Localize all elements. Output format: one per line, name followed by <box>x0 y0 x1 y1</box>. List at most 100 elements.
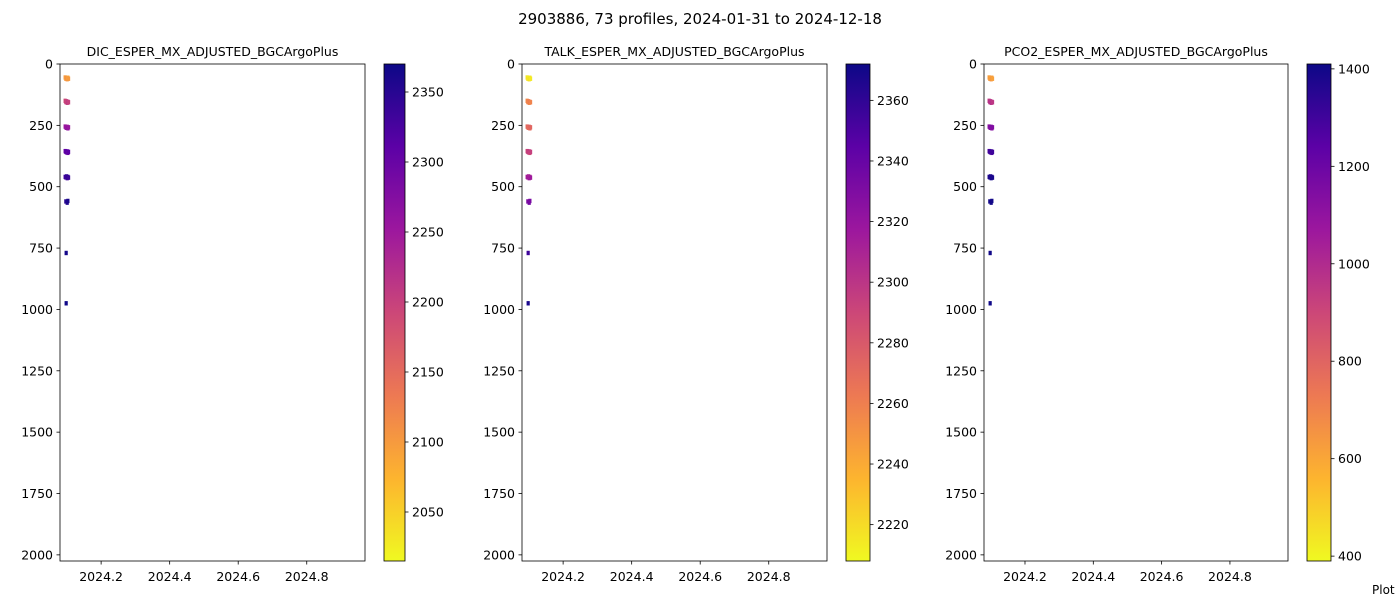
x-tick-label: 2024.6 <box>1140 569 1184 584</box>
y-tick-label: 0 <box>969 57 977 72</box>
y-tick-label: 1000 <box>483 302 515 317</box>
y-tick-label: 1000 <box>21 302 53 317</box>
data-point <box>990 76 995 81</box>
data-point <box>990 100 995 105</box>
data-point <box>64 250 68 256</box>
y-tick-label: 1250 <box>21 363 53 378</box>
colorbar-tick-label: 2240 <box>877 457 909 472</box>
data-point <box>990 175 995 180</box>
x-tick-label: 2024.8 <box>1208 569 1252 584</box>
colorbar-tick-label: 2150 <box>412 365 444 380</box>
data-point <box>990 198 994 204</box>
colorbar-tick-label: 600 <box>1338 451 1362 466</box>
colorbar-tick-label: 2300 <box>877 275 909 290</box>
x-tick-label: 2024.2 <box>1003 569 1047 584</box>
x-tick-label: 2024.8 <box>285 569 329 584</box>
data-point <box>528 175 533 180</box>
y-tick-label: 1750 <box>21 486 53 501</box>
plot-area <box>59 63 366 562</box>
y-tick-label: 1500 <box>483 425 515 440</box>
colorbar-tick-label: 2300 <box>412 155 444 170</box>
data-point <box>66 100 71 105</box>
y-tick-label: 1250 <box>945 363 977 378</box>
data-point <box>66 125 71 130</box>
data-points <box>987 75 995 306</box>
data-point <box>528 198 532 204</box>
colorbar-tick-label: 2260 <box>877 396 909 411</box>
data-point <box>988 301 992 306</box>
y-tick-label: 1250 <box>483 363 515 378</box>
y-tick-label: 250 <box>953 118 977 133</box>
y-tick-label: 0 <box>507 57 515 72</box>
y-tick-label: 1750 <box>945 486 977 501</box>
figure-title: 2903886, 73 profiles, 2024-01-31 to 2024… <box>518 10 882 28</box>
y-tick-label: 750 <box>953 241 977 256</box>
y-tick-label: 2000 <box>21 547 53 562</box>
footer-text: Plot <box>1372 583 1395 597</box>
data-points <box>63 75 71 306</box>
colorbar <box>1306 63 1332 562</box>
colorbar <box>383 63 406 562</box>
y-tick-label: 1500 <box>21 425 53 440</box>
colorbar-tick-label: 2100 <box>412 435 444 450</box>
subplot-title: PCO2_ESPER_MX_ADJUSTED_BGCArgoPlus <box>1004 44 1268 59</box>
plot-area <box>521 63 828 562</box>
panel-2: TALK_ESPER_MX_ADJUSTED_BGCArgoPlus 0 250 50… <box>483 44 909 584</box>
colorbar-tick-label: 2280 <box>877 335 909 350</box>
y-tick-label: 0 <box>45 57 53 72</box>
colorbar-tick-label: 2050 <box>412 505 444 520</box>
data-point <box>66 198 70 204</box>
x-tick-label: 2024.4 <box>1071 569 1115 584</box>
colorbar-tick-label: 2220 <box>877 517 909 532</box>
colorbar <box>845 63 871 562</box>
data-point <box>528 100 533 105</box>
data-point <box>526 301 530 306</box>
data-point <box>990 149 995 155</box>
x-tick-label: 2024.4 <box>610 569 654 584</box>
data-point <box>526 250 530 256</box>
data-point <box>66 76 71 81</box>
subplot-title: TALK_ESPER_MX_ADJUSTED_BGCArgoPlus <box>543 44 804 59</box>
x-tick-label: 2024.4 <box>148 569 192 584</box>
colorbar-tick-label: 1400 <box>1338 61 1370 76</box>
colorbar-tick-label: 1000 <box>1338 256 1370 271</box>
y-tick-label: 500 <box>491 179 515 194</box>
y-tick-label: 1000 <box>945 302 977 317</box>
subplot-title: DIC_ESPER_MX_ADJUSTED_BGCArgoPlus <box>87 44 339 59</box>
x-tick-label: 2024.6 <box>216 569 260 584</box>
data-point <box>64 301 68 306</box>
y-tick-label: 1500 <box>945 425 977 440</box>
data-point <box>528 125 533 130</box>
x-tick-label: 2024.2 <box>79 569 123 584</box>
colorbar-tick-label: 800 <box>1338 354 1362 369</box>
x-tick-label: 2024.8 <box>747 569 791 584</box>
x-tick-label: 2024.2 <box>541 569 585 584</box>
y-tick-label: 1750 <box>483 486 515 501</box>
data-point <box>990 125 995 130</box>
y-tick-label: 500 <box>953 179 977 194</box>
colorbar-tick-label: 2250 <box>412 225 444 240</box>
panel-3: PCO2_ESPER_MX_ADJUSTED_BGCArgoPlus 0 250 50… <box>945 44 1370 584</box>
colorbar-tick-label: 2320 <box>877 214 909 229</box>
data-point <box>66 149 71 155</box>
y-tick-label: 750 <box>491 241 515 256</box>
y-tick-label: 2000 <box>483 547 515 562</box>
y-tick-label: 250 <box>491 118 515 133</box>
y-tick-label: 750 <box>29 241 53 256</box>
y-tick-label: 2000 <box>945 547 977 562</box>
y-tick-label: 250 <box>29 118 53 133</box>
colorbar-tick-label: 2340 <box>877 153 909 168</box>
colorbar-tick-label: 2350 <box>412 85 444 100</box>
panel-1: DIC_ESPER_MX_ADJUSTED_BGCArgoPlus 0 250 500… <box>21 44 444 584</box>
colorbar-tick-label: 2200 <box>412 295 444 310</box>
data-point <box>988 250 992 256</box>
x-tick-label: 2024.6 <box>678 569 722 584</box>
data-points <box>525 75 533 306</box>
panels: DIC_ESPER_MX_ADJUSTED_BGCArgoPlus 0 250 500… <box>21 44 1370 584</box>
data-point <box>66 175 71 180</box>
y-tick-label: 500 <box>29 179 53 194</box>
colorbar-tick-label: 1200 <box>1338 159 1370 174</box>
plot-area <box>983 63 1289 562</box>
data-point <box>528 76 533 81</box>
